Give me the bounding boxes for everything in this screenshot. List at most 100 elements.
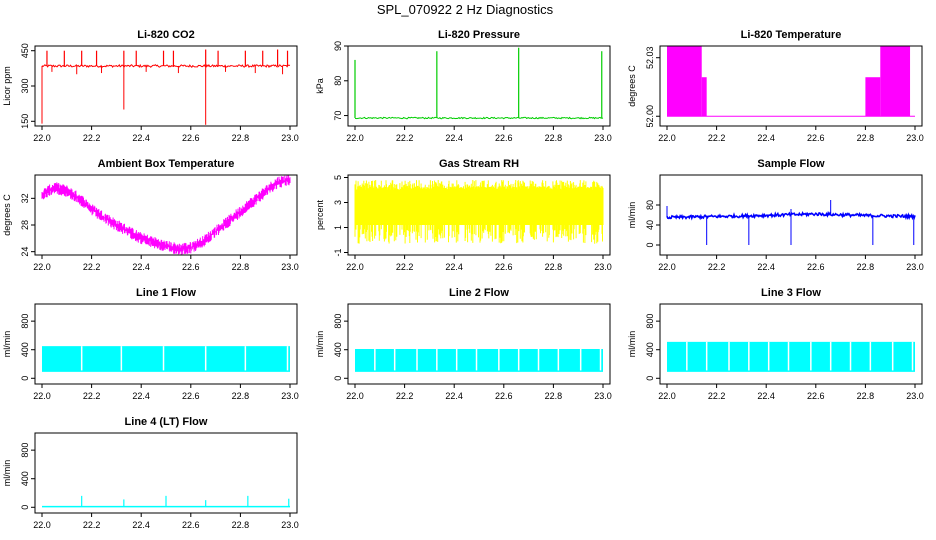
temperature-block	[701, 77, 707, 117]
x-tick-label: 22.4	[132, 391, 150, 401]
x-tick-label: 22.8	[545, 262, 563, 272]
x-tick-label: 23.0	[281, 391, 299, 401]
x-tick-label: 22.4	[757, 391, 775, 401]
x-axis: 22.0 22.2 22.4 22.6 22.8 23.0	[346, 255, 612, 272]
y-tick-label: 150	[20, 114, 30, 129]
x-tick-label: 22.0	[346, 262, 364, 272]
data-series	[667, 46, 915, 117]
y-tick-label: 80	[333, 76, 343, 86]
data-series	[666, 200, 916, 245]
y-tick-label: 0	[333, 376, 343, 381]
data-series	[354, 180, 604, 244]
x-tick-label: 22.4	[445, 391, 463, 401]
panel-title: Line 3 Flow	[761, 287, 821, 299]
panel-line-4-lt-flow: Line 4 (LT) Flow 22.0 22.2 22.4 22.6 22.8 23.0…	[2, 416, 299, 530]
x-tick-label: 22.2	[83, 520, 101, 530]
y-tick-label: 24	[20, 247, 30, 257]
panel-line-1-flow: Line 1 Flow 22.0 22.2 22.4 22.6 22.8 23.0 0 400 8…	[2, 287, 299, 401]
x-tick-label: 22.6	[495, 262, 513, 272]
x-tick-label: 22.0	[33, 133, 51, 143]
panel-title: Line 1 Flow	[136, 287, 196, 299]
y-axis: 0 400 800	[645, 314, 660, 381]
y-axis-label: degrees C	[2, 194, 12, 236]
x-tick-label: 23.0	[594, 262, 612, 272]
x-tick-label: 23.0	[906, 133, 924, 143]
panel-line-2-flow: Line 2 Flow 22.0 22.2 22.4 22.6 22.8 23.0 0 400 8…	[315, 287, 612, 401]
x-axis: 22.0 22.2 22.4 22.6 22.8 23.0	[33, 126, 299, 143]
y-tick-label: 80	[645, 200, 655, 210]
x-tick-label: 22.0	[33, 520, 51, 530]
y-axis-label: ml/min	[627, 202, 637, 229]
y-tick-label: 800	[645, 314, 655, 329]
x-tick-label: 22.2	[708, 133, 726, 143]
x-tick-label: 22.2	[396, 262, 414, 272]
flow-band	[667, 341, 915, 372]
y-tick-label: 800	[20, 443, 30, 458]
y-axis-label: kPa	[315, 78, 325, 94]
panel-title: Ambient Box Temperature	[98, 158, 235, 170]
x-tick-label: 22.6	[495, 391, 513, 401]
plot-frame	[34, 432, 298, 514]
plot-frame	[659, 303, 923, 385]
y-tick-label: 90	[333, 41, 343, 51]
x-tick-label: 22.8	[857, 262, 875, 272]
x-tick-label: 22.0	[33, 262, 51, 272]
panel-li-820-pressure: Li-820 Pressure 22.0 22.2 22.4 22.6 22.8 23.0 7…	[315, 29, 612, 143]
panel-title: Line 4 (LT) Flow	[125, 416, 208, 428]
panel-line-3-flow: Line 3 Flow 22.0 22.2 22.4 22.6 22.8 23.0 0 400 8…	[627, 287, 924, 401]
x-axis: 22.0 22.2 22.4 22.6 22.8 23.0	[658, 384, 924, 401]
x-axis: 22.0 22.2 22.4 22.6 22.8 23.0	[346, 126, 612, 143]
y-axis: 0 400 800	[20, 443, 35, 510]
x-tick-label: 23.0	[281, 262, 299, 272]
panel-title: Li-820 Temperature	[741, 29, 842, 41]
series-band	[354, 180, 604, 244]
x-tick-label: 22.6	[182, 133, 200, 143]
y-axis-label: ml/min	[2, 331, 12, 358]
y-axis: 52.00 52.03	[645, 46, 660, 128]
x-tick-label: 22.8	[857, 391, 875, 401]
panel-li-820-temperature: Li-820 Temperature 22.0 22.2 22.4 22.6 22.8 23…	[627, 29, 924, 143]
x-tick-label: 22.2	[396, 391, 414, 401]
x-tick-label: 22.0	[33, 391, 51, 401]
x-tick-label: 23.0	[281, 520, 299, 530]
y-axis-label: Licor ppm	[2, 66, 12, 106]
y-tick-label: 52.03	[645, 46, 655, 69]
y-axis-label: ml/min	[315, 331, 325, 358]
y-axis: -1 1 3 5	[333, 175, 348, 257]
y-axis: 0 400 800	[333, 314, 348, 381]
x-tick-label: 23.0	[594, 391, 612, 401]
y-tick-label: 32	[20, 193, 30, 203]
y-tick-label: 0	[645, 376, 655, 381]
x-tick-label: 23.0	[906, 262, 924, 272]
temperature-block	[865, 77, 881, 117]
data-series	[42, 346, 290, 372]
x-tick-label: 22.2	[708, 262, 726, 272]
x-tick-label: 23.0	[906, 391, 924, 401]
panel-title: Li-820 CO2	[137, 29, 194, 41]
x-tick-label: 22.4	[132, 262, 150, 272]
x-tick-label: 22.0	[658, 391, 676, 401]
panel-sample-flow: Sample Flow 22.0 22.2 22.4 22.6 22.8 23.0 0 40 80…	[627, 158, 924, 272]
plot-frame	[347, 303, 611, 385]
x-axis: 22.0 22.2 22.4 22.6 22.8 23.0	[658, 255, 924, 272]
panel-title: Line 2 Flow	[449, 287, 509, 299]
x-tick-label: 22.6	[495, 133, 513, 143]
x-tick-label: 22.4	[445, 262, 463, 272]
x-axis: 22.0 22.2 22.4 22.6 22.8 23.0	[33, 384, 299, 401]
x-tick-label: 23.0	[594, 133, 612, 143]
y-axis: 0 40 80	[645, 200, 660, 248]
flow-band	[42, 346, 290, 372]
x-tick-label: 22.2	[83, 391, 101, 401]
data-series	[42, 495, 290, 508]
series-line	[354, 116, 604, 120]
x-tick-label: 22.8	[545, 133, 563, 143]
temperature-block	[667, 46, 702, 117]
y-tick-label: 400	[20, 342, 30, 357]
plot-frame	[347, 174, 611, 256]
y-tick-label: 5	[333, 175, 343, 180]
y-tick-label: 450	[20, 43, 30, 58]
y-axis: 70 80 90	[333, 41, 348, 121]
y-tick-label: 0	[20, 505, 30, 510]
series-band	[41, 175, 291, 255]
